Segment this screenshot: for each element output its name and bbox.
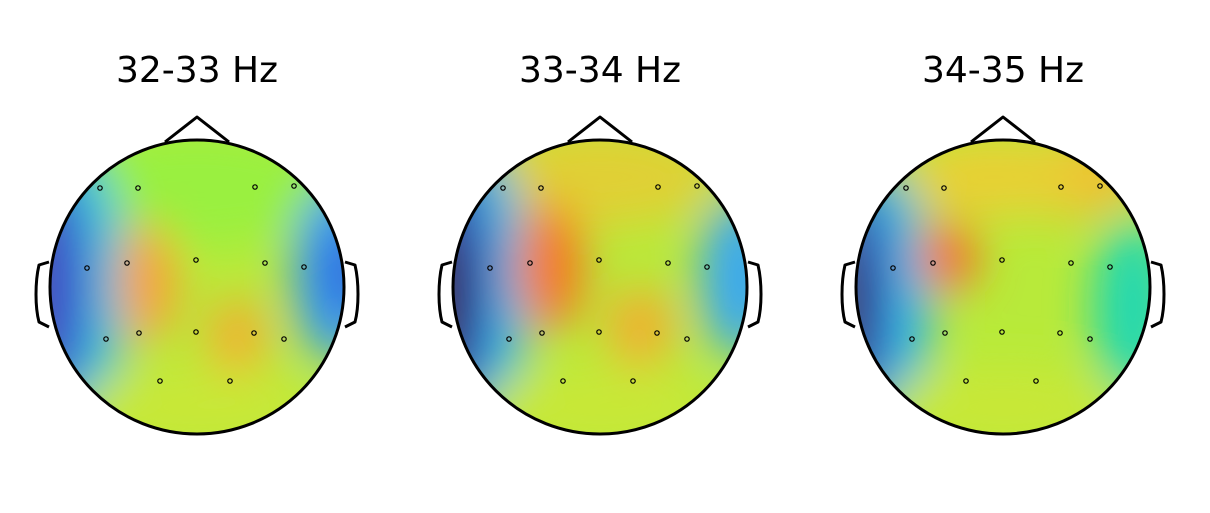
heatmap-blob [1093,217,1150,397]
head-outline [854,138,1152,436]
electrode [704,264,710,270]
right-ear [1150,260,1166,329]
topomap: 33-34 Hz [437,50,763,436]
electrode [596,329,602,335]
heatmap-blob [515,202,585,332]
heatmap-blob [117,222,177,342]
right-ear [747,260,763,329]
electrode [903,185,909,191]
heatmap-blob [207,297,267,377]
right-ear [344,260,360,329]
electrode [136,330,142,336]
heatmap-blobs [856,140,1150,434]
nose [970,115,1036,144]
left-ear [34,260,50,329]
electrode [890,265,896,271]
electrode [1107,264,1113,270]
nose [567,115,633,144]
panel-title: 34-35 Hz [922,50,1084,91]
electrode [1087,336,1093,342]
electrode [527,260,533,266]
electrode [694,183,700,189]
electrode [124,260,130,266]
electrode [252,184,258,190]
heatmap [856,140,1150,434]
electrode [963,378,969,384]
electrode [539,330,545,336]
electrode [1033,378,1039,384]
electrode [654,330,660,336]
left-ear [437,260,453,329]
electrode [251,330,257,336]
electrode [301,264,307,270]
left-ear [840,260,856,329]
heatmap-blob [918,222,978,292]
electrode [157,378,163,384]
electrode [1057,330,1063,336]
electrode [655,184,661,190]
nose [164,115,230,144]
panel-title: 32-33 Hz [116,50,278,91]
electrode [941,185,947,191]
panel-title: 33-34 Hz [519,50,681,91]
electrode [942,330,948,336]
topomap: 32-33 Hz [34,50,360,436]
electrode [487,265,493,271]
electrode [930,260,936,266]
electrode [665,260,671,266]
electrode [281,336,287,342]
electrode [262,260,268,266]
electrode [1097,183,1103,189]
electrode [909,336,915,342]
heatmap-blob [903,140,1083,217]
heatmap-blob [856,247,866,367]
electrode [999,257,1005,263]
electrode [103,336,109,342]
electrode [193,257,199,263]
heatmap-blob [605,287,675,367]
electrode [684,336,690,342]
heatmap [50,140,344,434]
electrode [1058,184,1064,190]
electrode [84,265,90,271]
electrode [135,185,141,191]
heatmap-blob [50,177,87,397]
electrode [1068,260,1074,266]
electrode [506,336,512,342]
heatmap-blob [325,227,344,317]
head-outline [451,138,749,436]
electrode [500,185,506,191]
head-outline [48,138,346,436]
heatmap-blob [700,197,747,357]
heatmap-blob [453,227,466,367]
electrode [596,257,602,263]
heatmap [453,140,747,434]
electrode [291,183,297,189]
electrode [999,329,1005,335]
topomap: 34-35 Hz [840,50,1166,436]
electrode [97,185,103,191]
electrode [560,378,566,384]
electrode [193,329,199,335]
electrode [630,378,636,384]
electrode [227,378,233,384]
electrode [538,185,544,191]
